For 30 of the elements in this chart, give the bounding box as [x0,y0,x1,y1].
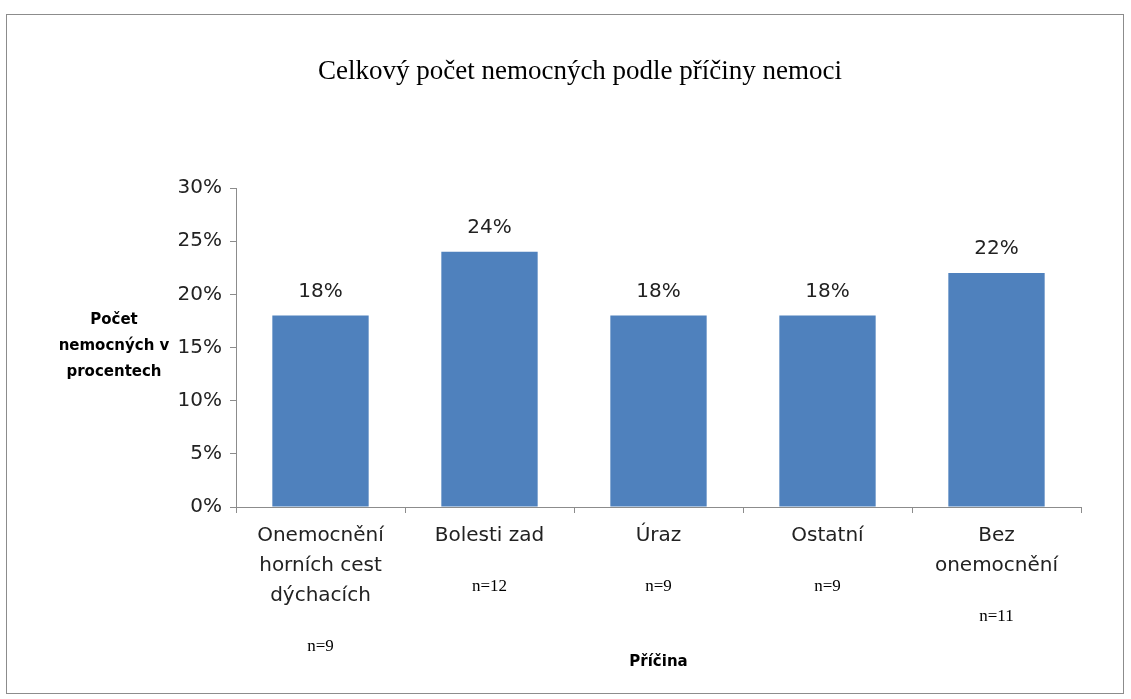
data-label: 22% [974,235,1019,260]
bar [441,251,538,507]
text: n=9 [814,576,841,596]
y-tick-label: 15% [177,333,222,358]
y-axis-title: Počet nemocných v procentech [58,309,170,380]
x-tick-label: Onemocnění horních cest dýchacích [257,522,386,607]
y-tick-label: 25% [177,227,222,252]
y-tick-label: 10% [177,386,222,411]
bar [779,315,876,507]
x-tick-label: Bez onemocnění [934,522,1060,577]
text: n=12 [471,576,508,596]
data-label: 18% [805,277,850,302]
x-tick-label: Ostatní [791,522,866,547]
text: n=11 [979,606,1014,626]
bar [610,315,707,507]
bar [272,315,369,507]
data-label: 18% [298,277,343,302]
x-tick-label: Bolesti zad [434,522,545,547]
y-tick-label: 5% [190,440,222,465]
text: n=9 [307,636,334,656]
text: n=9 [645,576,672,596]
y-tick-label: 20% [177,280,222,305]
data-label: 18% [636,277,681,302]
bar [948,273,1045,507]
chart-title: Celkový počet nemocných podle příčiny nemoci [317,55,843,86]
data-label: 24% [467,214,512,238]
y-tick-label: 30% [177,174,222,199]
x-axis-title: Příčina [629,651,688,670]
y-tick-label: 0% [190,493,222,518]
x-tick-label: Úraz [635,522,682,547]
